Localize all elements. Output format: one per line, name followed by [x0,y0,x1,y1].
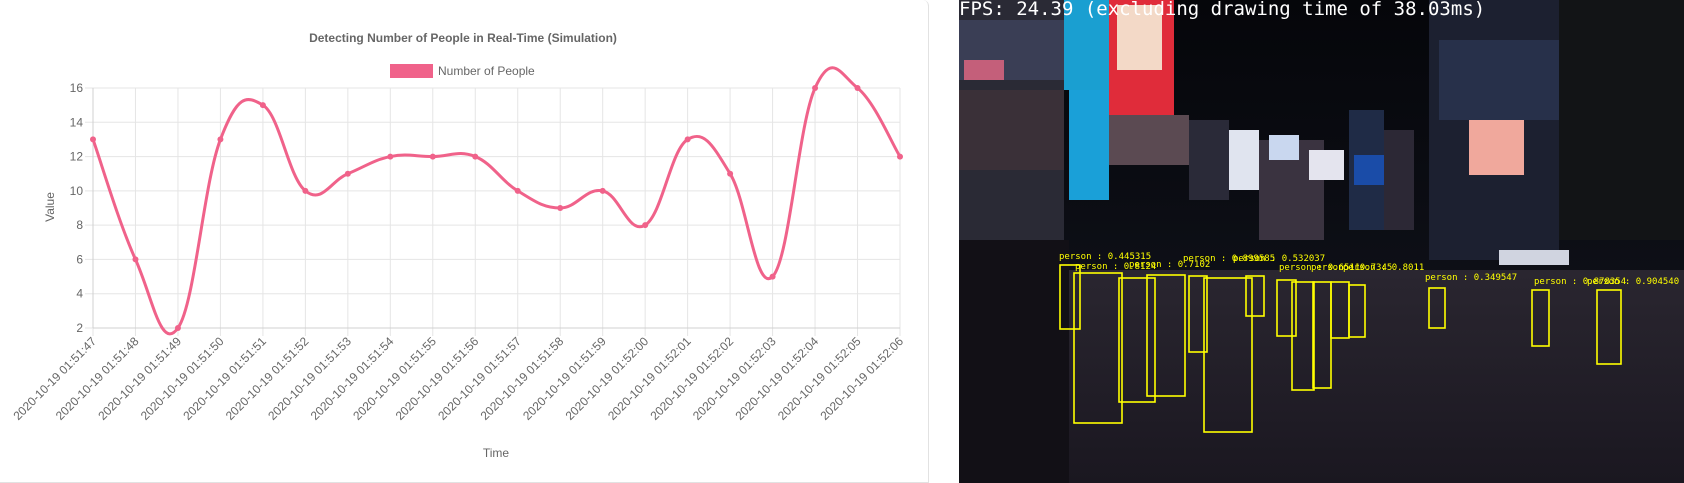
x-tick-label: 2020-10-19 01:51:47 [10,334,99,423]
x-tick-label: 2020-10-19 01:51:59 [520,334,609,423]
data-point [684,136,691,143]
y-tick-label: 14 [70,115,84,129]
x-tick-label: 2020-10-19 01:52:02 [648,334,737,423]
data-point [429,153,436,160]
detection-label: person : 0.8011 [1343,263,1424,273]
detection-box [1276,279,1297,337]
x-tick-label: 2020-10-19 01:51:52 [223,334,312,423]
detection-box [1073,272,1123,424]
x-tick-label: 2020-10-19 01:52:06 [817,334,906,423]
x-tick-label: 2020-10-19 01:51:56 [393,334,482,423]
detection-label: person : 0.6511 [1279,263,1360,273]
x-tick-label: 2020-10-19 01:51:54 [308,334,397,423]
detection-label: person : 0.7102 [1129,260,1210,270]
x-tick-label: 2020-10-19 01:51:58 [478,334,567,423]
data-point [897,153,903,160]
grid-lines [85,87,901,336]
data-point [217,136,224,143]
data-point [599,187,606,194]
detection-box [1188,275,1208,353]
detection-label: person : 0.349547 [1425,273,1517,283]
y-tick-label: 6 [76,252,83,266]
x-tick-label: 2020-10-19 01:51:49 [95,334,184,423]
y-tick-label: 4 [76,287,83,301]
detection-label: person : 0.899585 [1183,254,1275,264]
series-line-number-of-people [91,66,902,336]
x-tick-label: 2020-10-19 01:52:04 [732,334,821,423]
detection-box [1531,289,1550,347]
legend-label: Number of People [438,64,535,78]
data-point [302,187,309,194]
data-point [472,153,479,160]
data-point [769,273,776,280]
detection-label: person : 0.878354 [1534,277,1626,287]
data-point [90,136,96,143]
data-point [344,170,351,177]
x-tick-label: 2020-10-19 01:51:55 [350,334,439,423]
x-tick-label: 2020-10-19 01:52:00 [563,334,652,423]
detection-box [1059,264,1081,330]
legend[interactable]: Number of People [390,64,535,78]
data-point [727,170,734,177]
data-point [642,222,649,229]
detection-box [1146,274,1186,397]
detection-label: person : 0.532037 [1233,254,1325,264]
x-tick-label: 2020-10-19 01:51:50 [138,334,227,423]
detection-box [1291,281,1315,391]
detection-box [1596,289,1622,365]
chart-card: Detecting Number of People in Real-Time … [0,0,929,483]
data-point [174,325,181,331]
x-tick-label: 2020-10-19 01:52:03 [690,334,779,423]
x-tick-label: 2020-10-19 01:52:05 [775,334,864,423]
y-tick-label: 12 [70,150,84,164]
x-axis-label: Time [483,446,510,460]
data-points [90,85,903,331]
data-point [557,205,564,211]
data-point [387,153,394,160]
x-tick-label: 2020-10-19 01:51:57 [435,334,524,423]
detection-label: person : 0.8124 [1075,262,1156,272]
y-tick-label: 8 [76,218,83,232]
data-point [514,187,521,194]
detection-box [1348,284,1366,338]
video-frame: person : 0.445315 person : 0.8124 person :… [959,0,1684,483]
detection-box [1203,277,1253,433]
people-count-chart: Detecting Number of People in Real-Time … [10,31,906,460]
data-point [812,85,819,91]
y-tick-label: 10 [70,184,84,198]
detection-label: person : 0.7345 [1311,263,1392,273]
detection-box [1118,277,1156,403]
detection-label: person : 0.445315 [1059,252,1151,262]
x-tick-label: 2020-10-19 01:52:01 [605,334,694,423]
y-axis-label: Value [43,192,57,222]
y-tick-label: 2 [76,321,83,335]
x-tick-label: 2020-10-19 01:51:48 [53,334,142,423]
detection-label: person : 0.904540 [1587,277,1679,287]
chart-title: Detecting Number of People in Real-Time … [309,31,617,45]
detection-box [1245,275,1265,317]
y-axis-ticks: 2 4 6 8 10 12 14 16 [70,81,84,335]
y-tick-label: 16 [70,81,84,95]
data-point [854,85,861,91]
x-tick-label: 2020-10-19 01:51:53 [265,334,354,423]
legend-swatch [390,64,433,78]
fps-readout: FPS: 24.39 (excluding drawing time of 38… [959,0,1486,20]
x-tick-label: 2020-10-19 01:51:51 [180,334,269,423]
data-point [132,256,139,263]
detection-box [1428,287,1446,329]
data-point [259,102,266,109]
